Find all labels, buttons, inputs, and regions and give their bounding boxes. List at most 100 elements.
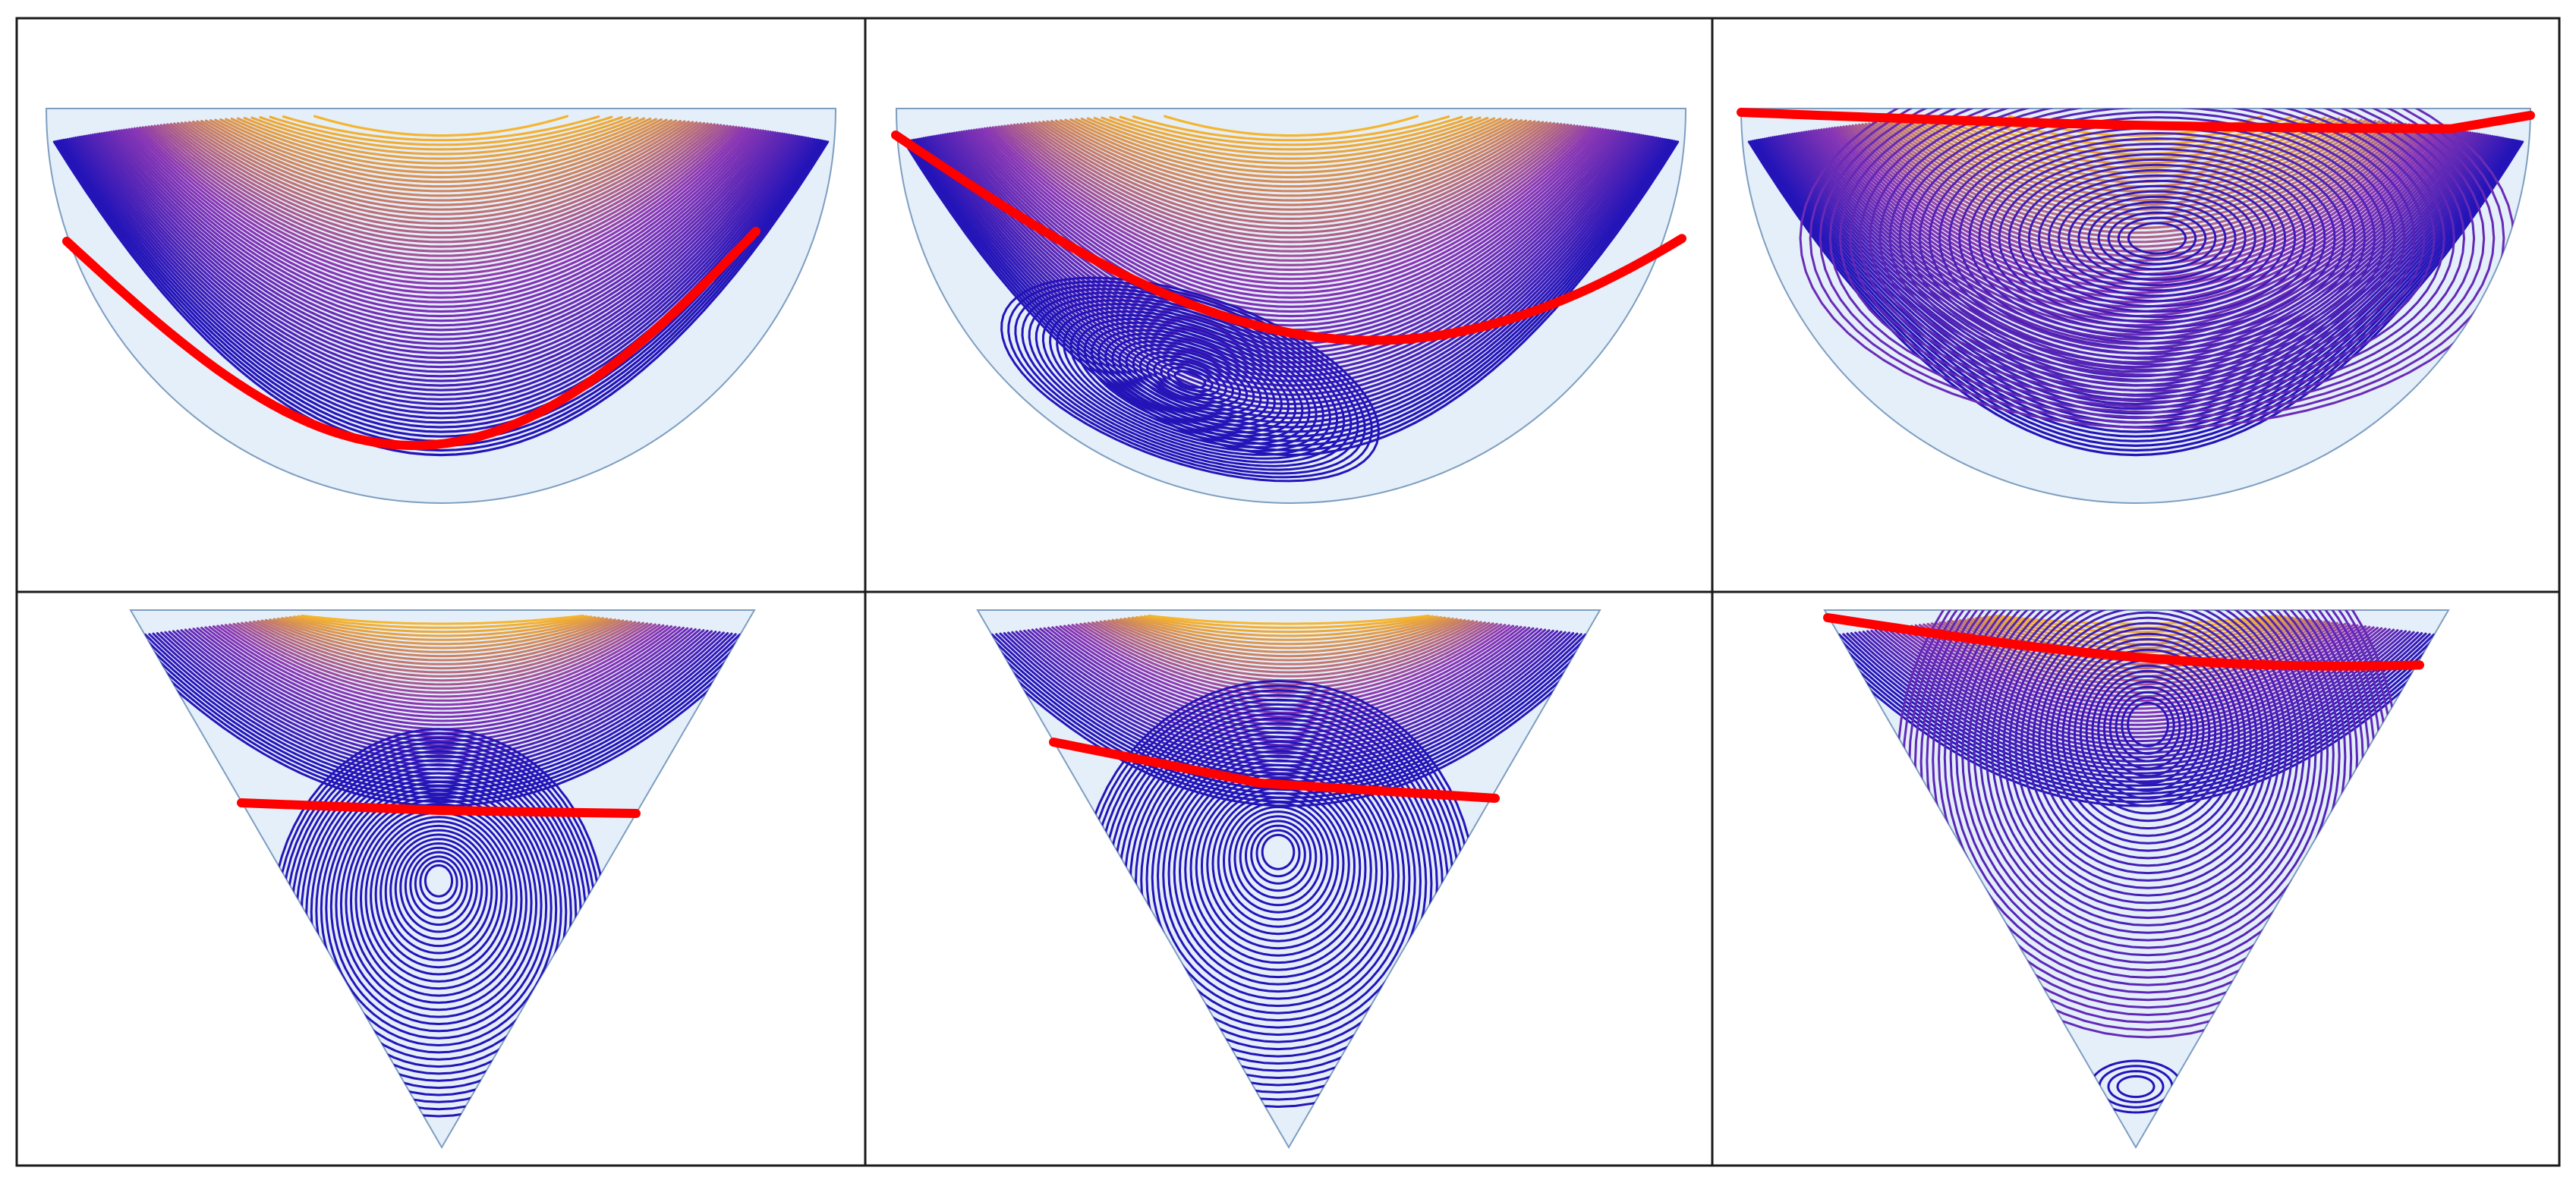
panel-grid [15, 17, 2561, 1167]
vortex-streamline [1828, 109, 2486, 414]
streamline [1051, 626, 1526, 722]
vortex-streamline [1878, 109, 2436, 387]
vortex-streamline [1961, 610, 2335, 957]
streamline [978, 127, 1604, 299]
streamline [115, 130, 767, 322]
streamline [1075, 118, 1507, 174]
streamline [962, 130, 1620, 327]
streamline [1000, 124, 1582, 262]
vortex-streamline [2017, 163, 2297, 313]
vortex-streamline [2115, 691, 2181, 763]
separatrix-curve [1737, 108, 2535, 134]
vortex-streamline [1097, 329, 1283, 430]
streamline [166, 123, 716, 239]
streamline [169, 122, 713, 234]
streamline [243, 117, 639, 160]
vortex-streamline [1179, 763, 1378, 979]
vortex-streamline [1819, 109, 2496, 419]
vortex-streamline [1928, 116, 2386, 360]
vortex-streamline [2108, 685, 2187, 770]
vortex-streamline [1211, 791, 1345, 936]
streamline [1899, 119, 2373, 193]
streamline [1115, 618, 1463, 658]
vortex-streamline [335, 785, 543, 1025]
streamline [1023, 629, 1554, 750]
vortex-streamline [2079, 659, 2217, 807]
streamline [244, 621, 641, 682]
streamline [141, 126, 741, 276]
streamline [968, 129, 1614, 318]
panel-3 [1737, 108, 2535, 504]
streamline [96, 133, 786, 360]
streamline [260, 619, 625, 665]
vortex-streamline [1898, 109, 2416, 376]
vortex-streamline [1083, 321, 1297, 438]
streamline [1026, 121, 1556, 225]
streamline [269, 618, 616, 658]
streamline [1850, 632, 2423, 771]
streamline [105, 131, 777, 341]
streamline [1765, 137, 2506, 415]
streamline [80, 135, 801, 392]
streamline [250, 116, 631, 156]
panel-6 [1823, 609, 2450, 1149]
corner-eddy-streamline [2107, 1070, 2165, 1103]
streamline [132, 634, 753, 795]
streamline [1050, 120, 1532, 197]
streamline [60, 139, 822, 438]
vortex-streamline [1968, 137, 2346, 339]
streamline [173, 122, 709, 230]
vortex-streamline [2077, 195, 2237, 282]
vortex-streamline [2048, 179, 2266, 297]
streamline [1143, 615, 1434, 629]
streamline [1064, 118, 1518, 184]
streamline [983, 127, 1599, 290]
streamline [204, 119, 678, 193]
streamline [87, 134, 795, 378]
streamline [1803, 131, 2469, 336]
streamline [1886, 628, 2387, 735]
vortex-streamline [1206, 787, 1350, 942]
streamline [1769, 136, 2502, 406]
streamline [1898, 626, 2375, 722]
separatrix-curve [62, 226, 761, 451]
streamline [172, 630, 713, 755]
vortex-streamline [2087, 200, 2227, 276]
streamline [214, 118, 668, 184]
vortex-streamline [1949, 610, 2347, 971]
streamline [301, 614, 584, 625]
streamline [52, 140, 830, 457]
streamline [232, 622, 653, 694]
vortex-streamline [315, 767, 562, 1054]
streamline [162, 123, 720, 244]
vortex-streamline [2127, 701, 2169, 747]
vortex-streamline [339, 789, 538, 1018]
vortex-streamline [2008, 610, 2288, 897]
vortex-streamline [404, 846, 474, 927]
streamline [931, 135, 1652, 392]
vortex-streamline [1160, 362, 1220, 397]
streamline [1767, 137, 2505, 411]
vortex-streamline [1056, 307, 1324, 452]
streamline [1842, 125, 2430, 266]
vortex-streamline [320, 772, 558, 1046]
streamline [288, 615, 597, 637]
streamline [276, 617, 609, 650]
panel-5 [976, 609, 1601, 1149]
vortex-streamline [2121, 696, 2175, 755]
streamline [1055, 625, 1523, 719]
streamline [905, 140, 1677, 452]
streamline [1003, 124, 1579, 257]
vortex-streamline [414, 855, 464, 912]
separatrix-curve [237, 798, 641, 818]
streamline [55, 140, 827, 452]
streamline [1817, 128, 2455, 308]
vortex-streamline [1007, 280, 1373, 479]
vortex-streamline [1261, 833, 1296, 870]
vortex-streamline [2067, 190, 2247, 287]
panel-2 [891, 108, 1687, 504]
vortex-streamline [1958, 132, 2356, 345]
streamline [74, 136, 808, 406]
vortex-streamline [1948, 127, 2366, 350]
streamline [93, 133, 789, 364]
